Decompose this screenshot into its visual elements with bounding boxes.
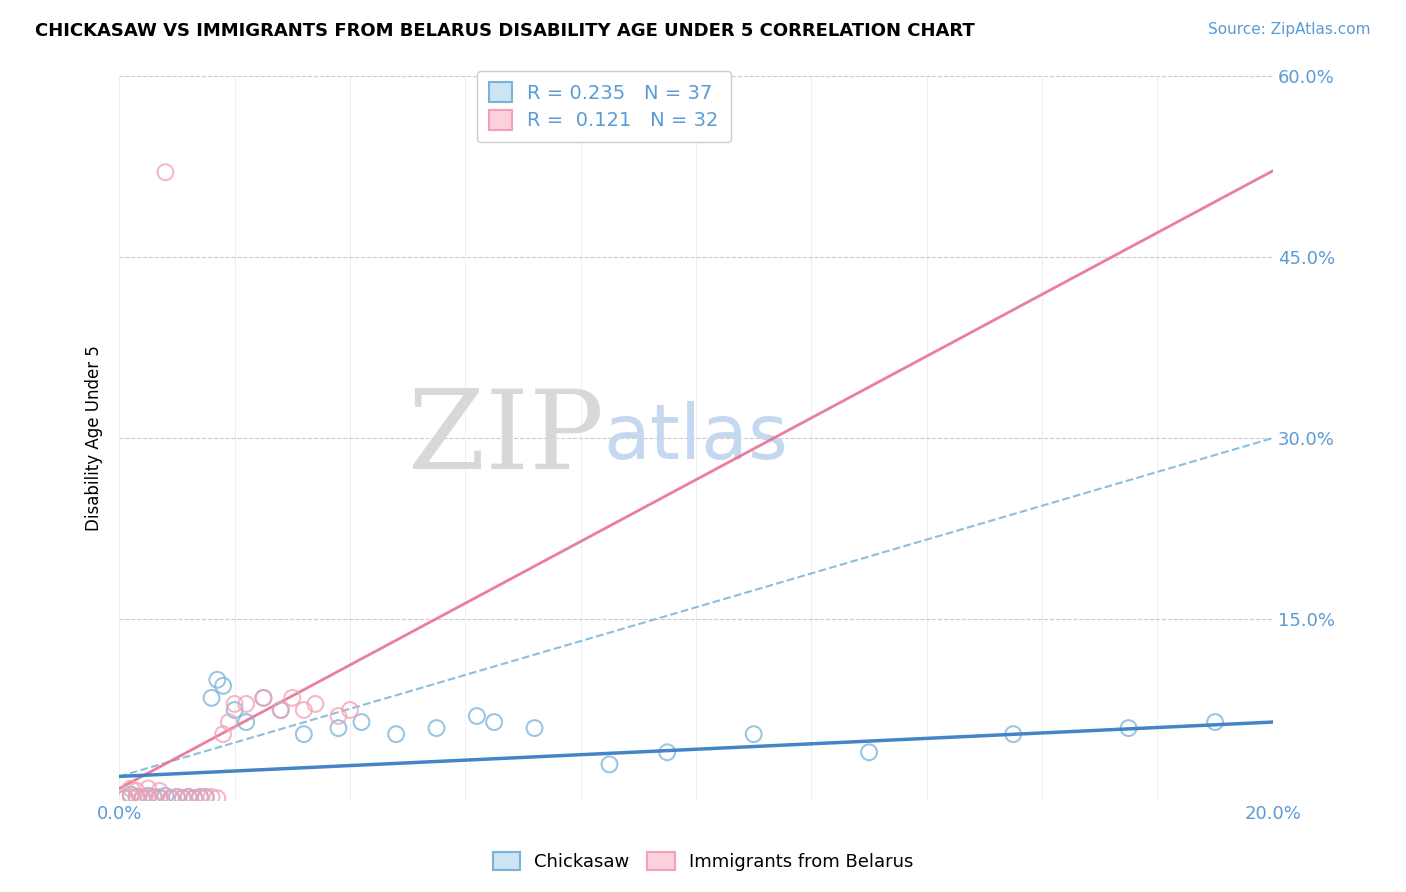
Point bbox=[155, 789, 177, 803]
Point bbox=[1002, 727, 1025, 741]
Point bbox=[114, 791, 136, 805]
Point bbox=[194, 789, 217, 804]
Point bbox=[125, 789, 148, 804]
Point bbox=[270, 703, 292, 717]
Point bbox=[292, 727, 315, 741]
Point bbox=[194, 791, 217, 805]
Point bbox=[160, 791, 183, 805]
Point bbox=[252, 690, 274, 705]
Point bbox=[425, 721, 447, 735]
Point bbox=[120, 781, 142, 796]
Point bbox=[166, 789, 188, 804]
Point bbox=[142, 791, 165, 805]
Point bbox=[177, 789, 200, 804]
Point bbox=[136, 781, 159, 796]
Point bbox=[149, 789, 172, 804]
Point bbox=[207, 673, 229, 687]
Point bbox=[385, 727, 408, 741]
Point bbox=[657, 745, 679, 759]
Point bbox=[252, 690, 274, 705]
Point bbox=[200, 789, 222, 804]
Point bbox=[858, 745, 880, 759]
Point bbox=[235, 697, 257, 711]
Point bbox=[523, 721, 546, 735]
Point bbox=[1204, 714, 1226, 729]
Point bbox=[149, 784, 172, 798]
Point bbox=[136, 789, 159, 803]
Point bbox=[207, 791, 229, 805]
Point bbox=[328, 709, 350, 723]
Text: ZIP: ZIP bbox=[408, 384, 603, 491]
Point bbox=[188, 789, 211, 804]
Point bbox=[350, 714, 373, 729]
Point bbox=[281, 690, 304, 705]
Point bbox=[183, 791, 205, 805]
Point bbox=[224, 703, 246, 717]
Point bbox=[131, 791, 153, 805]
Point bbox=[235, 714, 257, 729]
Point bbox=[136, 789, 159, 804]
Point bbox=[183, 791, 205, 805]
Legend: R = 0.235   N = 37, R =  0.121   N = 32: R = 0.235 N = 37, R = 0.121 N = 32 bbox=[477, 70, 731, 142]
Point bbox=[339, 703, 361, 717]
Point bbox=[742, 727, 765, 741]
Point bbox=[200, 690, 222, 705]
Point bbox=[482, 714, 505, 729]
Text: CHICKASAW VS IMMIGRANTS FROM BELARUS DISABILITY AGE UNDER 5 CORRELATION CHART: CHICKASAW VS IMMIGRANTS FROM BELARUS DIS… bbox=[35, 22, 974, 40]
Point bbox=[212, 679, 235, 693]
Point bbox=[131, 789, 153, 804]
Text: atlas: atlas bbox=[603, 401, 789, 475]
Point bbox=[172, 791, 194, 805]
Point bbox=[177, 789, 200, 804]
Point bbox=[270, 703, 292, 717]
Point bbox=[1118, 721, 1140, 735]
Point bbox=[465, 709, 488, 723]
Y-axis label: Disability Age Under 5: Disability Age Under 5 bbox=[86, 345, 103, 531]
Text: Source: ZipAtlas.com: Source: ZipAtlas.com bbox=[1208, 22, 1371, 37]
Point bbox=[120, 789, 142, 804]
Point bbox=[599, 757, 621, 772]
Point bbox=[125, 791, 148, 805]
Point bbox=[304, 697, 326, 711]
Point bbox=[166, 789, 188, 804]
Point bbox=[328, 721, 350, 735]
Point bbox=[172, 791, 194, 805]
Point bbox=[155, 165, 177, 179]
Point bbox=[114, 791, 136, 805]
Point bbox=[292, 703, 315, 717]
Point bbox=[160, 791, 183, 805]
Point bbox=[142, 789, 165, 804]
Point bbox=[125, 784, 148, 798]
Point bbox=[218, 714, 240, 729]
Point bbox=[149, 791, 172, 805]
Point bbox=[120, 788, 142, 802]
Point bbox=[188, 789, 211, 804]
Legend: Chickasaw, Immigrants from Belarus: Chickasaw, Immigrants from Belarus bbox=[485, 845, 921, 879]
Point bbox=[212, 727, 235, 741]
Point bbox=[224, 697, 246, 711]
